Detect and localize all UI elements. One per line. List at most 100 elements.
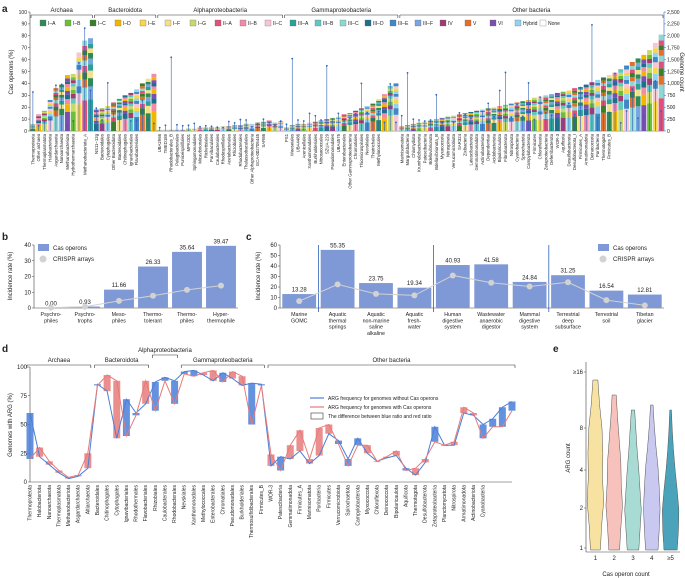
panel-a-bar-segment	[99, 110, 105, 113]
panel-a-bar-segment	[514, 102, 520, 105]
panel-e-category-label: 1	[594, 556, 598, 562]
panel-d-category-label: Bacteroidales	[95, 485, 101, 516]
panel-a-bar-segment	[543, 105, 549, 108]
panel-a-genome-point	[389, 82, 392, 85]
panel-a-category-label: Thiotrichales	[370, 134, 375, 158]
panel-a-bar-segment	[128, 97, 134, 100]
panel-d-category-label: Enterobacterales	[211, 485, 217, 523]
panel-a-genome-point	[470, 117, 472, 120]
panel-d-diff-box	[479, 424, 487, 439]
panel-e-ytick-label: 1	[580, 546, 584, 552]
panel-a-bar-segment	[341, 119, 347, 121]
panel-a-bar-segment	[439, 119, 445, 121]
panel-a-category-label: Acidobacteriota	[491, 133, 496, 163]
panel-a-bar-segment	[47, 106, 53, 109]
panel-a-category-label: Verrucomicrobiota	[451, 133, 456, 168]
panel-a-bar-segment	[554, 112, 560, 119]
panel-d-category-label: Desulfobacterota	[423, 485, 429, 523]
panel-a-bar-segment	[393, 88, 399, 92]
panel-a-genome-point	[348, 117, 351, 120]
panel-a-genome-point	[124, 112, 126, 115]
panel-d-category-label: Altiarchaeota	[85, 485, 91, 514]
crispr-point	[411, 292, 418, 299]
panel-d-diff-box	[296, 430, 304, 451]
panel-a-legend-swatch	[339, 19, 347, 27]
panel-a-genome-point	[395, 121, 397, 124]
panel-a-bar-segment	[381, 98, 387, 101]
panel-a-bar-segment	[111, 102, 117, 105]
panel-a-category-label: Cyanobacteria	[515, 133, 520, 161]
panel-a-genome-point	[631, 88, 634, 91]
crispr-point	[449, 272, 456, 279]
panel-a-bar-segment	[393, 103, 399, 109]
panel-d-diff-box	[151, 381, 159, 411]
panel-a-bar-segment	[641, 81, 647, 88]
panel-a-bar-segment	[134, 93, 140, 97]
panel-a-bar-segment	[647, 78, 653, 85]
panel-d-legend-red-label: ARG frequency for genomes with Cas opero…	[328, 405, 432, 411]
panel-c-legend-crispr-label: CRISPR arrays	[613, 257, 654, 263]
panel-a-bar-segment	[266, 120, 272, 121]
panel-a-genome-point	[106, 82, 109, 84]
category-label: Psychro-trophs	[75, 312, 96, 325]
bar-value-label: 35.64	[179, 245, 195, 251]
panel-a-bar-segment	[508, 103, 514, 106]
panel-a-genome-point	[637, 117, 639, 120]
panel-a-legend-swatch	[464, 19, 472, 27]
bar-value-label: 40.93	[445, 259, 461, 265]
panel-a-group-label-1: Bacteroidota	[108, 8, 142, 14]
panel-a-bar-segment	[641, 76, 647, 82]
panel-a-category-label: Other archaea	[36, 133, 41, 161]
panel-d-category-label: Ignavibacteriales	[124, 485, 130, 523]
panel-a-bar-segment	[468, 115, 474, 117]
panel-a-bar-segment	[341, 116, 347, 118]
panel-a-bar-segment	[474, 114, 480, 116]
panel-b-plot: 0 10 20 30 40 0.00 Psychro-philes 0.93 Psychro-t…	[24, 239, 238, 325]
ytick-label: 60	[270, 243, 277, 249]
panel-a-bar-segment	[451, 116, 457, 118]
panel-e-ytick-label: ≥16	[573, 370, 584, 376]
bar-value-label: 39.47	[213, 239, 229, 245]
panel-a-bar-segment	[41, 119, 47, 122]
panel-a-ytick-label: 0	[24, 129, 27, 135]
panel-d-category-label: Planctomycetota	[442, 485, 448, 522]
panel-a-legend-swatch	[39, 19, 47, 27]
panel-a-genome-point	[625, 110, 628, 112]
panel-a-bar-segment	[474, 117, 480, 120]
panel-a-legend-swatch	[189, 19, 197, 27]
panel-d-diff-box	[103, 375, 111, 392]
panel-a-bar-segment	[376, 98, 382, 101]
panel-a-genome-point	[446, 120, 449, 123]
panel-a-bar-segment	[641, 67, 647, 72]
panel-a-bar-segment	[641, 94, 647, 106]
category-label: Tibetan glacier	[636, 312, 654, 324]
panel-d-ylabel: Genomes with ARG (%)	[8, 393, 14, 457]
panel-a-bar-segment	[520, 103, 526, 105]
panel-a-genome-point	[614, 72, 616, 75]
panel-c-legend: Cas operons CRISPR arrays	[598, 244, 654, 263]
panel-a-bar-segment	[439, 117, 445, 119]
panel-d-category-label: Firmicutes_B	[259, 484, 265, 514]
panel-a-bar-segment	[652, 48, 658, 53]
panel-e-ytick-label: 4	[580, 468, 584, 474]
panel-a-genome-point	[596, 116, 599, 119]
panel-a-legend-label: IV	[448, 21, 453, 27]
panel-d-category-label: Pseudomonadales	[230, 485, 236, 527]
panel-d-diff-box	[354, 438, 362, 446]
panel-a-bar-segment	[468, 116, 474, 118]
panel-d-diff-box	[55, 470, 63, 473]
panel-a-bar-segment	[595, 94, 601, 98]
panel-a-legend-label: I–F	[173, 21, 180, 27]
panel-a-genome-point	[337, 112, 340, 115]
panel-a-category-label: Thermotogota	[601, 133, 606, 160]
panel-a-bar-segment	[145, 90, 151, 94]
panel-d-diff-box	[286, 445, 294, 459]
panel-a-bar-segment	[139, 86, 145, 89]
panel-a-legend-swatch	[89, 19, 97, 27]
panel-a-legend-label: None	[548, 21, 560, 27]
panel-a-genome-point	[239, 118, 242, 121]
panel-a-y2tick-label: 2,000	[667, 34, 680, 40]
panel-a-bar-segment	[145, 87, 151, 91]
panel-a-bar-segment	[618, 79, 624, 83]
panel-a-bar-segment	[652, 67, 658, 74]
